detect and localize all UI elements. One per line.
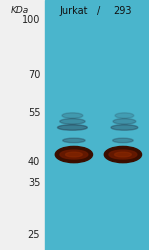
Ellipse shape xyxy=(104,146,142,163)
Text: Jurkat: Jurkat xyxy=(60,6,88,16)
Ellipse shape xyxy=(113,119,136,124)
Ellipse shape xyxy=(111,125,138,130)
Ellipse shape xyxy=(63,138,85,143)
Ellipse shape xyxy=(58,125,87,130)
Ellipse shape xyxy=(115,152,131,157)
Bar xyxy=(45,0,149,250)
Bar xyxy=(0,0,45,250)
Ellipse shape xyxy=(66,152,82,157)
Ellipse shape xyxy=(60,119,85,124)
Ellipse shape xyxy=(60,150,88,159)
Text: 293: 293 xyxy=(114,6,132,16)
Text: 70: 70 xyxy=(28,70,40,80)
Text: 100: 100 xyxy=(22,15,40,25)
Text: 35: 35 xyxy=(28,178,40,188)
Text: 40: 40 xyxy=(28,157,40,167)
Text: /: / xyxy=(97,6,101,16)
Text: KDa: KDa xyxy=(11,6,29,15)
Ellipse shape xyxy=(55,146,93,163)
Ellipse shape xyxy=(115,113,134,118)
Text: 25: 25 xyxy=(28,230,40,240)
Ellipse shape xyxy=(113,138,133,143)
Ellipse shape xyxy=(62,113,83,118)
Text: 55: 55 xyxy=(28,108,40,118)
Ellipse shape xyxy=(109,150,137,159)
